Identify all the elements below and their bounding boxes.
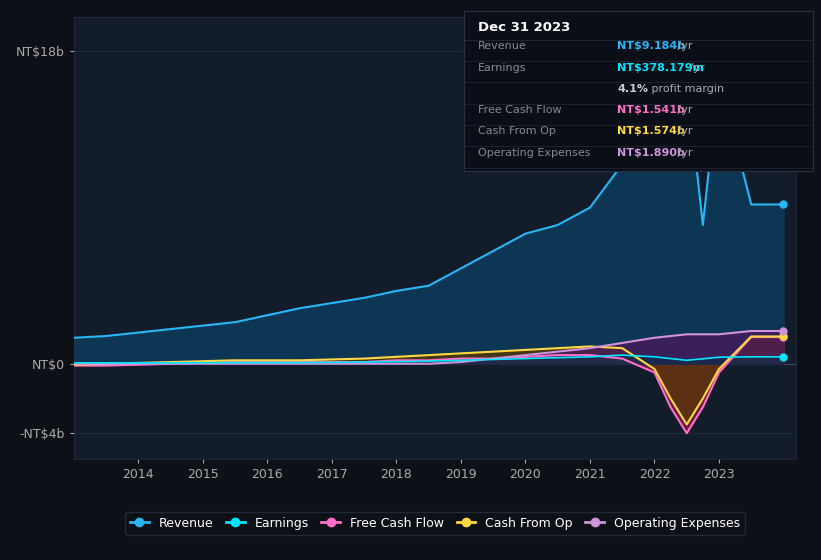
Text: NT$1.890b: NT$1.890b [617,148,686,158]
Text: /yr: /yr [674,127,692,137]
Text: Free Cash Flow: Free Cash Flow [478,105,562,115]
Text: 4.1%: 4.1% [617,84,649,94]
Text: Operating Expenses: Operating Expenses [478,148,590,158]
Text: Cash From Op: Cash From Op [478,127,556,137]
Text: /yr: /yr [686,63,705,73]
Text: NT$1.574b: NT$1.574b [617,127,686,137]
Text: profit margin: profit margin [648,84,724,94]
Text: /yr: /yr [674,105,692,115]
Text: Revenue: Revenue [478,41,526,52]
Text: /yr: /yr [674,148,692,158]
Text: NT$1.541b: NT$1.541b [617,105,686,115]
Text: NT$9.184b: NT$9.184b [617,41,686,52]
Text: NT$378.179m: NT$378.179m [617,63,704,73]
Legend: Revenue, Earnings, Free Cash Flow, Cash From Op, Operating Expenses: Revenue, Earnings, Free Cash Flow, Cash … [125,512,745,535]
Text: /yr: /yr [674,41,692,52]
Text: Dec 31 2023: Dec 31 2023 [478,21,571,34]
Text: Earnings: Earnings [478,63,526,73]
